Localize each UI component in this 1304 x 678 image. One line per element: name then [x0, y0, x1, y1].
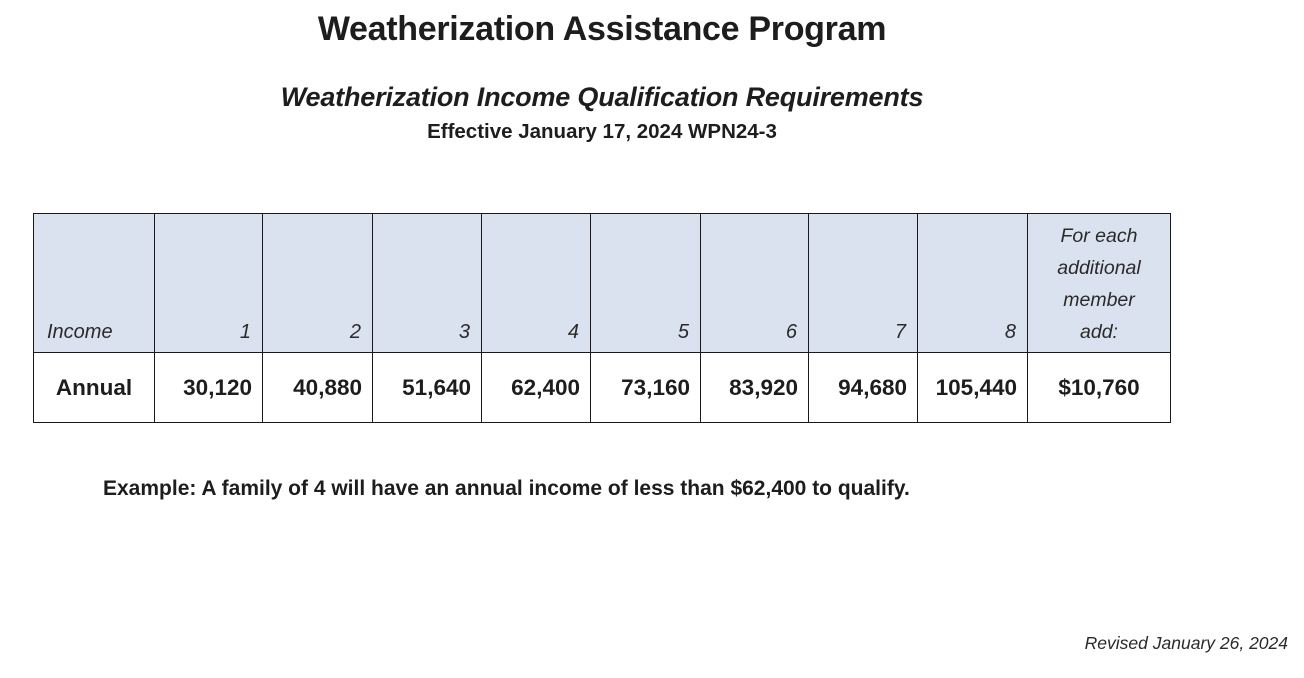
annual-income-size-7: 94,680	[808, 352, 918, 423]
household-size-header-1: 1	[154, 213, 263, 353]
annual-income-size-1: 30,120	[154, 352, 263, 423]
income-header-cell: Income	[33, 213, 155, 353]
annual-income-size-5: 73,160	[590, 352, 701, 423]
additional-member-amount-cell: $10,760	[1027, 352, 1171, 423]
household-size-header-4: 4	[481, 213, 591, 353]
household-size-header-2: 2	[262, 213, 373, 353]
annual-row-label: Annual	[33, 352, 155, 423]
page-title: Weatherization Assistance Program	[317, 10, 887, 48]
additional-member-header-cell: For each additional member add:	[1027, 213, 1171, 353]
table-header-row: Income 1 2 3 4 5 6 7 8 For each addition…	[33, 213, 1171, 353]
annual-income-size-8: 105,440	[917, 352, 1028, 423]
annual-income-size-6: 83,920	[700, 352, 809, 423]
annual-income-size-4: 62,400	[481, 352, 591, 423]
household-size-header-6: 6	[700, 213, 809, 353]
revised-date: Revised January 26, 2024	[1084, 633, 1288, 653]
additional-member-header-line: add:	[1080, 321, 1118, 343]
household-size-header-5: 5	[590, 213, 701, 353]
household-size-header-7: 7	[808, 213, 918, 353]
document-subtitle: Weatherization Income Qualification Requ…	[280, 82, 924, 112]
annual-income-size-2: 40,880	[262, 352, 373, 423]
additional-member-header-line: additional	[1057, 257, 1141, 279]
annual-income-row: Annual 30,120 40,880 51,640 62,400 73,16…	[33, 352, 1171, 423]
effective-date-line: Effective January 17, 2024 WPN24-3	[427, 120, 777, 143]
household-size-header-8: 8	[917, 213, 1028, 353]
income-qualification-table: Income 1 2 3 4 5 6 7 8 For each addition…	[33, 213, 1171, 423]
annual-income-size-3: 51,640	[372, 352, 482, 423]
additional-member-header-line: member	[1063, 289, 1135, 311]
example-note: Example: A family of 4 will have an annu…	[103, 477, 910, 500]
additional-member-header-line: For each	[1060, 225, 1138, 247]
household-size-header-3: 3	[372, 213, 482, 353]
